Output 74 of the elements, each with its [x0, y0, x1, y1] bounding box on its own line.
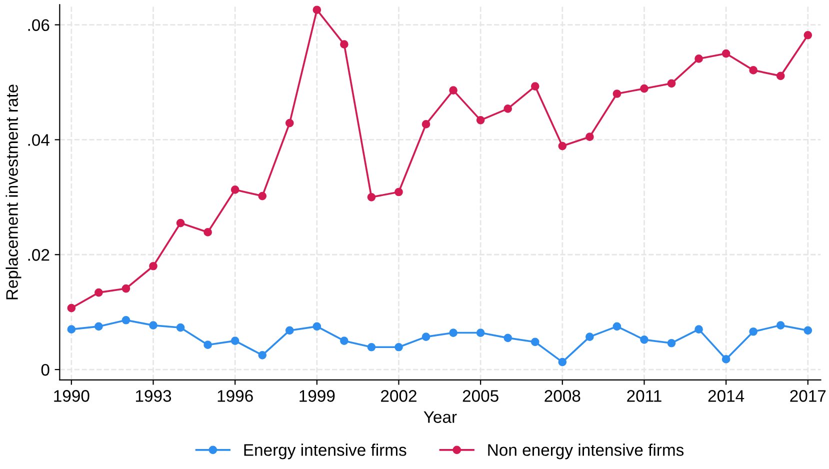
point — [586, 332, 594, 341]
point — [558, 358, 567, 366]
point — [558, 142, 567, 150]
point — [612, 322, 622, 331]
point — [312, 6, 322, 14]
point — [504, 334, 512, 342]
x-tick-label: 1996 — [218, 390, 253, 402]
point — [667, 79, 676, 88]
y-axis-title: Replacement investment rate — [6, 84, 22, 300]
point — [67, 325, 76, 334]
point — [640, 336, 648, 344]
x-tick-label: 1990 — [54, 390, 90, 402]
point — [530, 338, 540, 346]
y-tick-label: .06 — [28, 19, 50, 32]
point — [722, 49, 730, 58]
point — [367, 193, 376, 202]
x-tick-label: 2014 — [708, 390, 744, 402]
x-tick-label: 1993 — [136, 390, 172, 402]
point — [94, 288, 103, 297]
point — [67, 304, 76, 312]
x-tick-label: 2011 — [627, 390, 662, 402]
point — [176, 323, 185, 332]
point — [449, 328, 458, 337]
point — [504, 104, 512, 113]
point — [749, 66, 758, 74]
point — [285, 118, 294, 128]
point — [258, 192, 267, 200]
point — [667, 338, 676, 348]
point — [122, 316, 130, 324]
x-tick-label: 2002 — [381, 390, 416, 402]
point — [804, 326, 812, 335]
point — [149, 262, 158, 270]
point — [640, 84, 648, 93]
point — [312, 322, 322, 331]
point — [476, 116, 485, 124]
point — [804, 30, 812, 40]
point — [586, 132, 594, 142]
x-tick-label: 2017 — [790, 390, 826, 402]
point — [476, 328, 485, 337]
y-tick-label: .04 — [28, 134, 50, 146]
x-tick-label: 1999 — [300, 390, 335, 402]
point — [694, 54, 703, 63]
point — [340, 336, 348, 345]
point — [204, 340, 212, 350]
y-tick-label: .02 — [28, 249, 50, 261]
point — [340, 40, 348, 49]
point — [422, 120, 430, 128]
x-tick-label: 2005 — [462, 390, 498, 402]
point — [422, 332, 430, 341]
y-tick-label: 0 — [41, 364, 50, 376]
point — [776, 321, 785, 330]
point — [394, 342, 403, 352]
point — [394, 188, 403, 196]
point — [258, 351, 267, 360]
x-tick-label: 2008 — [544, 390, 580, 402]
legend-label: Non energy intensive firms — [488, 444, 684, 460]
point — [285, 326, 294, 335]
point — [449, 86, 458, 94]
point — [122, 284, 130, 293]
point — [694, 325, 703, 334]
point — [749, 327, 758, 336]
point — [530, 82, 540, 90]
legend-label: Energy intensive firms — [244, 444, 406, 460]
point — [722, 355, 730, 364]
point — [612, 90, 622, 98]
point — [230, 186, 240, 194]
x-axis-title: Year — [424, 411, 457, 423]
point — [176, 218, 185, 228]
point — [94, 322, 103, 331]
point — [204, 228, 212, 236]
point — [149, 321, 158, 330]
point — [230, 336, 240, 345]
point — [776, 72, 785, 80]
point — [367, 342, 376, 352]
